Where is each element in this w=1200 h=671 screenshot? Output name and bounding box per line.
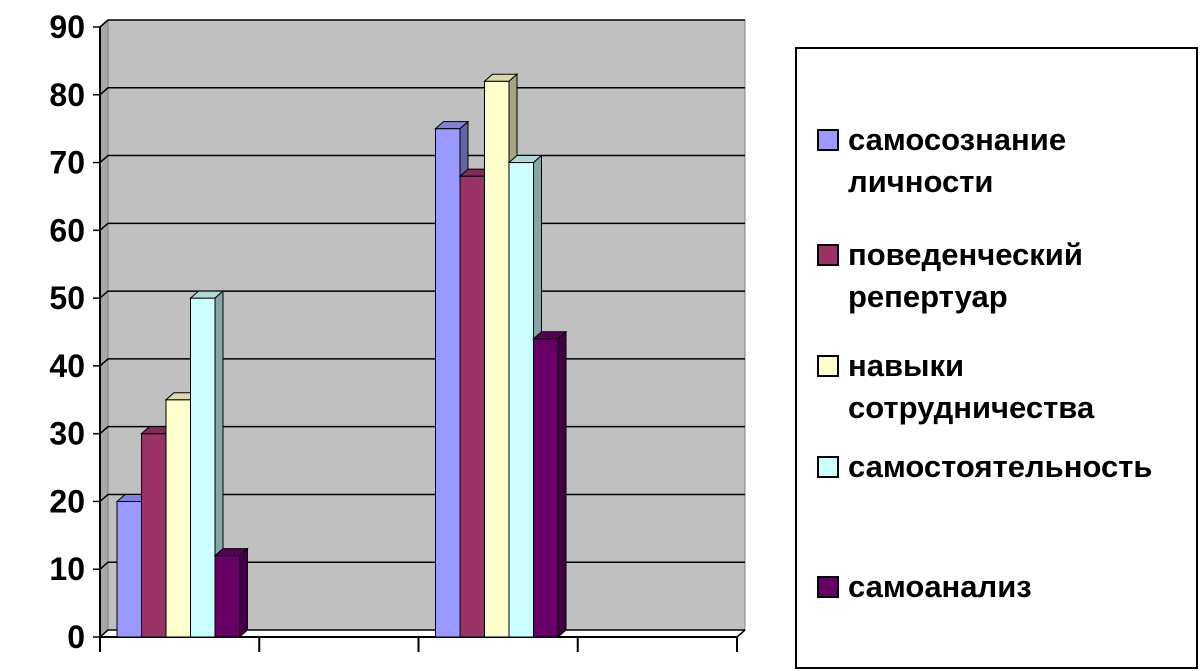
legend-label-1: самосознание личности <box>848 122 1067 199</box>
gridline-90 <box>99 19 745 28</box>
x-axis-depth-line <box>736 629 746 638</box>
bar-5-cat-3 <box>532 330 568 639</box>
y-tick-label-80: 80 <box>49 77 85 113</box>
legend-label-3: навыки сотрудничества <box>848 348 1095 425</box>
legend-label-4: самостоятельность <box>848 449 1153 484</box>
legend-label-5: самоанализ <box>848 569 1032 604</box>
legend-item-1: самосознание личности <box>817 119 1066 203</box>
bar-5-cat-1 <box>213 547 249 639</box>
legend-item-3: навыки сотрудничества <box>817 345 1094 429</box>
legend-item-2: поведенческий репертуар <box>817 234 1083 318</box>
legend-swatch-5 <box>817 576 839 598</box>
legend: самосознание личности поведенческий репе… <box>795 47 1198 669</box>
y-tick-label-70: 70 <box>49 145 85 181</box>
legend-swatch-4 <box>817 456 839 478</box>
bar-4-cat-1 <box>189 290 225 639</box>
bars <box>115 73 568 639</box>
legend-item-4: самостоятельность <box>817 446 1152 488</box>
plot-side-wall <box>99 18 109 639</box>
y-tick-label-20: 20 <box>49 483 85 519</box>
y-tick-label-60: 60 <box>49 212 85 248</box>
y-tick-label-90: 90 <box>49 9 85 45</box>
y-tick-label-40: 40 <box>49 348 85 384</box>
y-tick-label-30: 30 <box>49 416 85 452</box>
y-tick-label-50: 50 <box>49 280 85 316</box>
gridline-80 <box>99 87 745 96</box>
legend-label-2: поведенческий репертуар <box>848 237 1083 314</box>
legend-swatch-2 <box>817 244 839 266</box>
y-axis-ticks: 0 10 20 30 40 50 60 70 80 90 <box>49 9 746 655</box>
y-tick-label-0: 0 <box>67 619 85 655</box>
legend-item-5: самоанализ <box>817 566 1032 608</box>
y-tick-label-10: 10 <box>49 551 85 587</box>
legend-swatch-3 <box>817 355 839 377</box>
legend-swatch-1 <box>817 129 839 151</box>
